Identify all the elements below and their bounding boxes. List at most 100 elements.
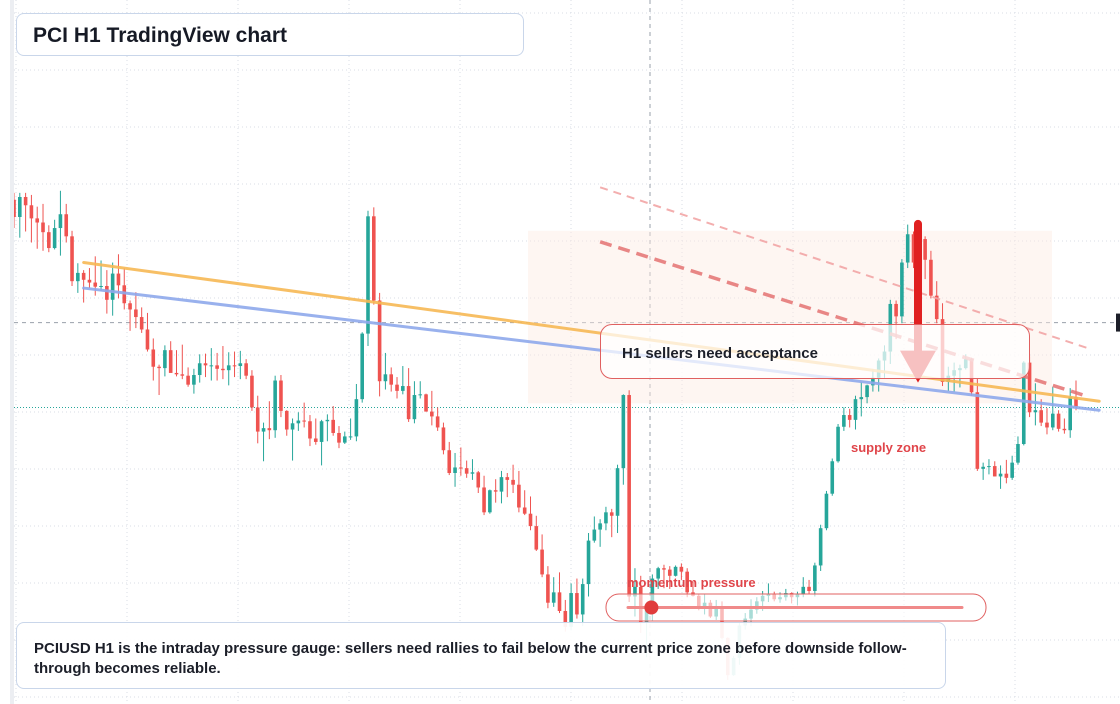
price-scale-marker — [1116, 313, 1120, 332]
candle-body — [621, 395, 626, 469]
candle-body — [575, 593, 579, 615]
candle-body — [313, 438, 318, 442]
candle-body — [813, 565, 817, 591]
candle-body — [47, 232, 51, 249]
candle-body — [998, 473, 1003, 477]
candle-body — [377, 300, 382, 382]
candle-body — [116, 273, 121, 286]
candle-body — [830, 461, 835, 494]
momentum-gauge[interactable] — [605, 313, 1120, 622]
candle-body — [656, 568, 660, 579]
candle-body — [325, 419, 330, 422]
candle-body — [186, 375, 190, 385]
candle-body — [348, 436, 353, 438]
candle-body — [58, 214, 63, 229]
candle-body — [430, 411, 434, 417]
candle-body — [615, 468, 620, 516]
candle-body — [853, 399, 858, 420]
candle-body — [261, 428, 266, 432]
candle-body — [163, 350, 167, 369]
candle-body — [464, 468, 469, 474]
candle-body — [1016, 444, 1020, 463]
candle-body — [383, 374, 388, 382]
candle-body — [221, 368, 225, 371]
candle-body — [418, 394, 423, 396]
candle-body — [818, 528, 823, 566]
candle-body — [267, 428, 272, 431]
candle-body — [209, 365, 214, 367]
candle-body — [395, 384, 399, 391]
candle-body — [540, 549, 544, 575]
candle-body — [522, 507, 527, 514]
candle-body — [81, 272, 86, 280]
candle-body — [41, 222, 45, 233]
candle-body — [662, 568, 666, 570]
candle-body — [546, 574, 550, 603]
candle-body — [197, 363, 202, 376]
candle-body — [70, 236, 74, 282]
candle-body — [569, 593, 573, 627]
candle-body — [203, 363, 208, 366]
candle-body — [424, 394, 428, 412]
candle-body — [372, 216, 376, 301]
candle-body — [192, 375, 196, 385]
moving-average-line — [82, 286, 1101, 412]
candle-body — [52, 228, 57, 249]
candle-body — [824, 493, 829, 529]
candle-body — [412, 395, 417, 420]
candle-body — [99, 286, 103, 287]
candle-body — [934, 295, 939, 320]
candle-body — [331, 419, 335, 433]
candle-body — [238, 363, 243, 367]
candle-body — [1050, 413, 1055, 428]
candle-body — [604, 512, 608, 524]
candle-body — [139, 317, 144, 330]
analysis-footer: PCIUSD H1 is the intraday pressure gauge… — [16, 622, 946, 689]
callout-text: H1 sellers need acceptance — [622, 345, 818, 362]
candle-body — [226, 365, 231, 371]
candle-body — [592, 529, 597, 541]
candle-body — [354, 399, 359, 437]
candle-body — [499, 477, 504, 492]
candle-body — [563, 610, 568, 627]
candle-body — [29, 205, 34, 219]
candle-body — [679, 566, 684, 572]
candle-body — [894, 303, 898, 317]
candle-body — [836, 426, 840, 462]
candle-body — [493, 490, 498, 492]
candle-body — [366, 216, 370, 334]
candle-body — [1056, 413, 1061, 429]
candle-body — [1068, 397, 1072, 431]
candle-body — [134, 309, 138, 318]
candle-body — [447, 450, 452, 473]
candle-body — [105, 286, 109, 300]
candle-body — [459, 467, 463, 469]
candle-body — [633, 586, 637, 597]
candle-body — [987, 466, 991, 468]
candle-body — [505, 477, 510, 480]
candle-body — [1010, 462, 1014, 478]
candle-body — [337, 432, 341, 443]
candle-body — [342, 436, 347, 443]
candle-body — [284, 410, 289, 430]
candle-body — [517, 484, 521, 508]
candle-body — [865, 385, 869, 398]
candle-body — [650, 578, 655, 608]
candle-body — [667, 569, 672, 576]
candle-body — [157, 366, 161, 369]
candle-body — [319, 421, 324, 442]
candle-body — [302, 420, 306, 422]
candle-body — [168, 350, 173, 373]
candle-body — [406, 386, 411, 420]
candle-body — [476, 472, 481, 488]
sellers-callout: H1 sellers need acceptance — [600, 324, 1030, 379]
candle-body — [401, 386, 405, 391]
candle-body — [801, 586, 806, 594]
candle-body — [64, 214, 69, 237]
candle-body — [586, 540, 591, 585]
trendline-secondary — [599, 186, 1088, 350]
candle-body — [1062, 428, 1067, 431]
candle-body — [534, 526, 539, 550]
candle-body — [842, 415, 846, 427]
candle-body — [807, 586, 811, 591]
